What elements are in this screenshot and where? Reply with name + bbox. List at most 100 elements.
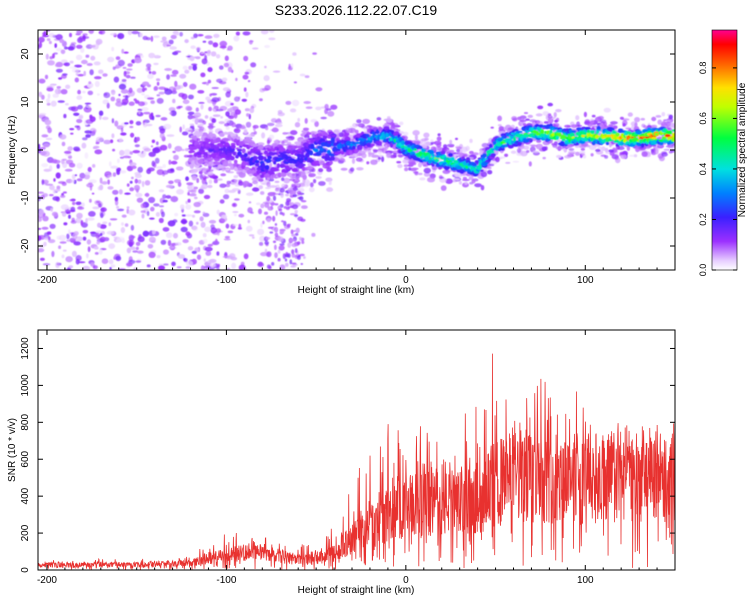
heatmap-noise-cell [55,261,60,269]
heatmap-ridge-cell [490,153,496,158]
heatmap-halo-cell [194,196,198,200]
heatmap-noise-cell [274,226,279,233]
heatmap-ridge-cell [615,132,620,137]
heatmap-noise-cell [312,52,317,55]
heatmap-noise-cell [114,120,119,127]
heatmap-noise-cell [39,214,43,217]
heatmap-noise-cell [108,243,116,250]
heatmap-halo-cell [413,171,419,174]
heatmap-noise-cell [99,232,103,237]
heatmap-noise-cell [120,89,129,94]
heatmap-halo-cell [273,140,278,143]
heatmap-noise-cell [97,222,101,228]
heatmap-noise-cell [65,103,69,106]
heatmap-halo-cell [411,167,419,170]
heatmap-streak-cell [292,187,299,191]
heatmap-ridge-cell [246,139,253,143]
heatmap-ridge-cell [222,162,229,167]
heatmap-halo-cell [474,183,482,188]
heatmap-noise-cell [118,189,123,195]
heatmap-halo-cell [480,171,488,178]
heatmap-noise-cell [224,100,233,107]
heatmap-halo-cell [362,118,370,124]
heatmap-halo-cell [237,181,244,186]
heatmap-noise-cell [92,206,100,210]
heatmap-halo-cell [386,152,392,159]
heatmap-noise-cell [76,212,83,219]
heatmap-noise-cell [257,261,263,267]
heatmap-halo-cell [397,164,403,169]
heatmap-ridge-cell [605,141,610,146]
heatmap-noise-cell [74,174,78,177]
heatmap-noise-cell [291,99,300,107]
heatmap-halo-cell [303,127,309,131]
heatmap-noise-cell [128,209,136,216]
heatmap-streak-cell [275,210,278,217]
heatmap-noise-cell [241,98,247,102]
heatmap-noise-cell [63,62,68,66]
heatmap-noise-cell [303,101,312,104]
heatmap-noise-cell [80,47,85,53]
heatmap-halo-cell [272,127,279,133]
heatmap-halo-cell [258,185,264,190]
heatmap-halo-cell [490,126,494,129]
heatmap-noise-cell [225,183,231,188]
heatmap-noise-cell [108,259,114,265]
heatmap-ridge-cell [266,177,271,181]
heatmap-halo-cell [566,125,571,128]
heatmap-halo-cell [227,171,235,174]
heatmap-noise-cell [208,179,213,184]
heatmap-halo-cell [208,106,213,112]
heatmap-halo-cell [287,141,292,146]
heatmap-halo-cell [265,186,271,190]
heatmap-noise-cell [197,90,205,94]
heatmap-halo-cell [276,118,281,123]
heatmap-noise-cell [191,225,199,232]
heatmap-noise-cell [134,172,141,176]
heatmap-noise-cell [244,108,250,112]
heatmap-halo-cell [535,143,544,150]
heatmap-noise-cell [177,254,186,259]
heatmap-halo-cell [199,186,206,190]
heatmap-ridge-cell [237,148,242,152]
heatmap-noise-cell [55,68,63,73]
heatmap-noise-cell [44,119,52,126]
heatmap-noise-cell [151,160,156,167]
heatmap-noise-cell [56,86,61,89]
heatmap-halo-cell [601,146,606,151]
heatmap-halo-cell [196,118,204,123]
heatmap-ridge-cell [596,126,601,130]
heatmap-halo-cell [224,123,230,127]
heatmap-noise-cell [200,52,204,55]
heatmap-halo-cell [328,180,332,186]
heatmap-halo-cell [525,118,530,121]
heatmap-streak-cell [294,209,298,214]
heatmap-noise-cell [126,183,130,187]
heatmap-noise-cell [60,49,66,55]
heatmap-noise-cell [119,149,125,156]
heatmap-halo-cell [622,120,628,126]
heatmap-noise-cell [110,264,116,268]
heatmap-noise-cell [135,192,143,198]
heatmap-noise-cell [138,110,141,115]
heatmap-noise-cell [200,265,205,270]
heatmap-ridge-cell [191,135,198,140]
colorbar-tick-label: 0.0 [698,264,708,277]
heatmap-halo-cell [305,106,313,109]
heatmap-ridge-cell [354,148,359,154]
heatmap-noise-cell [168,180,174,185]
heatmap-noise-cell [215,228,221,234]
heatmap-noise-cell [206,52,211,57]
heatmap-halo-cell [320,116,327,120]
heatmap-ridge-cell [344,136,351,142]
heatmap-streak-cell [286,198,292,203]
heatmap-ridge-cell [217,164,224,169]
heatmap-noise-cell [92,265,98,270]
heatmap-streak-cell [271,262,275,266]
heatmap-halo-cell [194,168,202,171]
heatmap-noise-cell [260,222,263,228]
heatmap-noise-cell [146,97,155,100]
heatmap-noise-cell [120,170,127,174]
heatmap-halo-cell [535,113,543,117]
heatmap-ridge-cell [507,144,514,149]
